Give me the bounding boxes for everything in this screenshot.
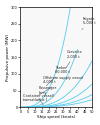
Y-axis label: Propulsive power (MW): Propulsive power (MW)	[6, 34, 10, 81]
Text: Passenger
ferry: Passenger ferry	[39, 86, 57, 101]
X-axis label: Ship speed (knots): Ship speed (knots)	[37, 116, 75, 119]
Text: Container vessel/
transatlantic: Container vessel/ transatlantic	[23, 94, 54, 105]
Text: Frigate
5,000 t: Frigate 5,000 t	[82, 17, 95, 30]
Text: Offshore supply vessel
4,000 t: Offshore supply vessel 4,000 t	[39, 76, 84, 95]
Text: Tanker
80,000 t: Tanker 80,000 t	[46, 66, 70, 86]
Text: Corvette
2,000 t: Corvette 2,000 t	[66, 50, 82, 68]
